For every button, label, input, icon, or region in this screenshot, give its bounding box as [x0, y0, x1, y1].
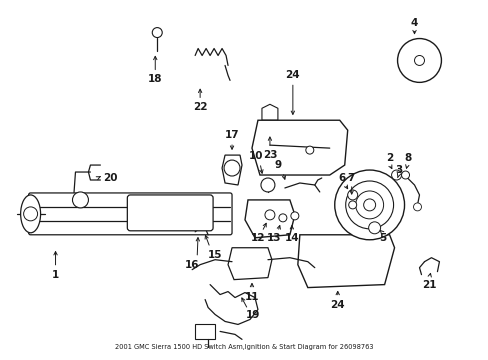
Circle shape — [397, 39, 441, 82]
Circle shape — [290, 212, 298, 220]
Circle shape — [224, 160, 240, 176]
Text: 14: 14 — [284, 233, 299, 243]
Text: 18: 18 — [148, 75, 162, 84]
Polygon shape — [195, 324, 215, 339]
FancyBboxPatch shape — [127, 195, 213, 231]
Circle shape — [363, 199, 375, 211]
Text: 2001 GMC Sierra 1500 HD Switch Asm,Ignition & Start Diagram for 26098763: 2001 GMC Sierra 1500 HD Switch Asm,Ignit… — [115, 345, 372, 350]
Text: 19: 19 — [245, 310, 260, 320]
Text: 10: 10 — [248, 151, 263, 161]
Text: 22: 22 — [192, 102, 207, 112]
Circle shape — [278, 214, 286, 222]
Text: 15: 15 — [207, 250, 222, 260]
Text: 1: 1 — [52, 270, 59, 280]
Circle shape — [368, 222, 380, 234]
Text: 17: 17 — [224, 130, 239, 140]
Text: 6: 6 — [337, 173, 345, 183]
Text: 4: 4 — [410, 18, 417, 28]
Text: 11: 11 — [244, 292, 259, 302]
Text: 9: 9 — [274, 160, 281, 170]
Circle shape — [264, 210, 274, 220]
Circle shape — [72, 192, 88, 208]
Text: 23: 23 — [262, 150, 277, 160]
Polygon shape — [222, 155, 242, 185]
Polygon shape — [244, 200, 294, 238]
Circle shape — [391, 170, 401, 180]
Text: 12: 12 — [250, 233, 264, 243]
Text: 13: 13 — [266, 233, 281, 243]
Text: 24: 24 — [330, 300, 345, 310]
Circle shape — [305, 146, 313, 154]
Polygon shape — [262, 104, 277, 120]
Text: 5: 5 — [378, 233, 386, 243]
Circle shape — [355, 191, 383, 219]
Text: 3: 3 — [394, 165, 401, 175]
Text: 7: 7 — [346, 173, 354, 183]
Polygon shape — [251, 120, 347, 175]
Circle shape — [347, 190, 357, 200]
FancyBboxPatch shape — [29, 193, 232, 235]
Circle shape — [261, 178, 274, 192]
Circle shape — [401, 171, 408, 179]
Text: 24: 24 — [285, 71, 300, 80]
Circle shape — [152, 28, 162, 37]
Circle shape — [334, 170, 404, 240]
Circle shape — [414, 55, 424, 66]
Circle shape — [23, 207, 38, 221]
Polygon shape — [297, 235, 394, 288]
Text: 2: 2 — [385, 153, 392, 163]
Text: 8: 8 — [403, 153, 410, 163]
Text: 20: 20 — [103, 173, 118, 183]
Ellipse shape — [20, 195, 41, 233]
Text: 16: 16 — [184, 260, 199, 270]
Circle shape — [348, 201, 356, 209]
Polygon shape — [227, 248, 271, 280]
Text: 21: 21 — [421, 280, 436, 289]
Circle shape — [345, 181, 393, 229]
Circle shape — [413, 203, 421, 211]
